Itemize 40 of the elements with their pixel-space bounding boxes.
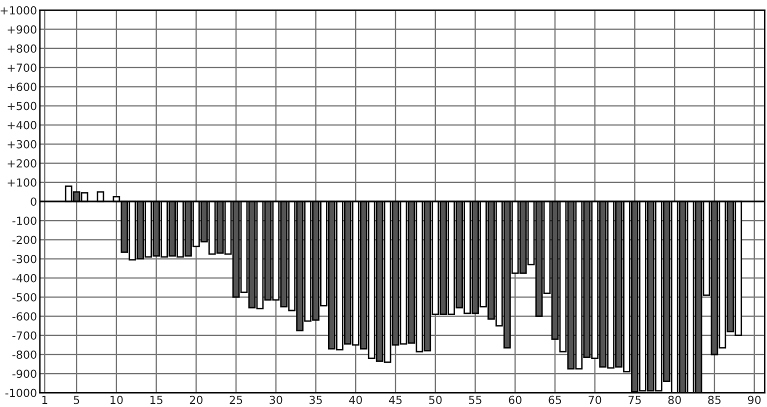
x-tick-label: 1 bbox=[42, 396, 48, 404]
y-tick-label: +500 bbox=[8, 102, 36, 110]
x-tick-label: 10 bbox=[110, 396, 123, 404]
y-tick-label: -1000 bbox=[5, 388, 36, 398]
y-tick-label: -600 bbox=[12, 312, 36, 321]
y-tick-label: -900 bbox=[12, 370, 36, 378]
x-tick-label: 90 bbox=[748, 396, 761, 404]
y-tick-label: +200 bbox=[8, 159, 36, 168]
y-tick-label: -800 bbox=[12, 350, 36, 359]
y-tick-label: +1000 bbox=[0, 6, 36, 15]
y-tick-label: +300 bbox=[8, 140, 36, 148]
y-tick-label: +400 bbox=[8, 120, 36, 130]
y-tick-label: +100 bbox=[8, 178, 36, 187]
x-tick-label: 85 bbox=[708, 396, 721, 404]
x-tick-label: 35 bbox=[310, 396, 322, 404]
y-tick-label: -700 bbox=[12, 331, 36, 340]
x-tick-label: 50 bbox=[429, 396, 442, 404]
x-tick-label: 30 bbox=[270, 396, 282, 404]
x-tick-label: 25 bbox=[230, 396, 242, 404]
x-tick-label: 5 bbox=[74, 396, 80, 404]
y-tick-label: +800 bbox=[8, 44, 36, 53]
y-tick-label: 0 bbox=[30, 197, 36, 206]
x-tick-label: 20 bbox=[190, 396, 202, 404]
y-tick-label: -400 bbox=[12, 274, 36, 282]
x-tick-label: 15 bbox=[150, 396, 162, 404]
x-tick-label: 75 bbox=[628, 396, 641, 404]
x-tick-label: 45 bbox=[388, 396, 402, 404]
y-tick-label: +900 bbox=[8, 25, 36, 34]
y-tick-label: +600 bbox=[8, 82, 36, 92]
x-tick-label: 60 bbox=[508, 396, 522, 404]
x-tick-label: 70 bbox=[588, 396, 602, 404]
x-tick-label: 80 bbox=[668, 396, 681, 404]
x-tick-label: 55 bbox=[469, 396, 482, 404]
y-tick-label: -200 bbox=[12, 236, 36, 244]
x-tick-label: 40 bbox=[349, 396, 362, 404]
y-tick-label: -300 bbox=[12, 254, 36, 264]
y-tick-label: +700 bbox=[8, 64, 36, 72]
y-tick-label: -100 bbox=[12, 216, 36, 225]
x-tick-label: 65 bbox=[548, 396, 562, 404]
y-tick-label: -500 bbox=[12, 293, 36, 302]
